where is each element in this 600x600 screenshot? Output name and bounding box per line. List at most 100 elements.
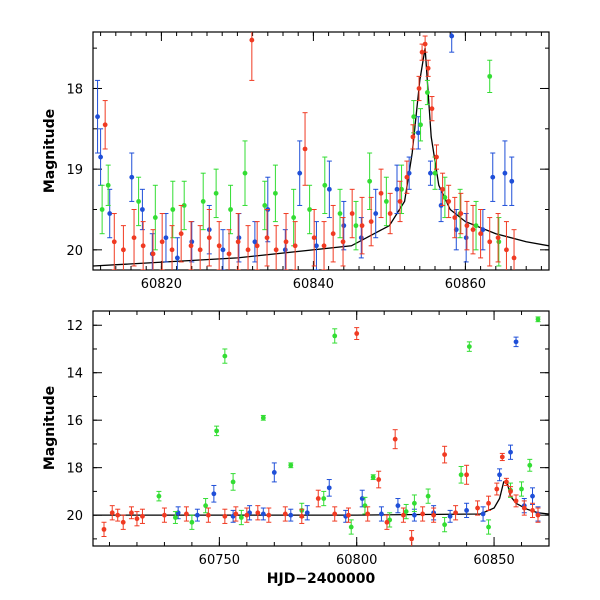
bottom-data-point: [431, 512, 437, 518]
top-data-point: [197, 247, 203, 253]
top-data-point: [432, 170, 438, 176]
top-data-point: [340, 239, 346, 245]
top-series-1: [99, 59, 502, 267]
top-data-point: [487, 239, 493, 245]
top-data-point: [140, 243, 146, 249]
top-y-axis-label: Magnitude: [42, 109, 58, 193]
bottom-data-point: [376, 477, 382, 482]
top-data-point: [337, 211, 343, 216]
bottom-data-point: [222, 353, 228, 359]
bottom-data-point: [384, 519, 390, 525]
top-data-point: [458, 211, 464, 216]
top-data-point: [449, 33, 455, 39]
top-data-point: [502, 170, 508, 176]
top-axis-ticks: 60820 60840 60860 18 19 20: [66, 32, 549, 292]
top-data-point: [206, 235, 212, 241]
bottom-data-point: [519, 486, 524, 492]
bottom-data-point: [464, 507, 469, 513]
bottom-data-point: [230, 479, 236, 485]
top-data-point: [406, 170, 412, 176]
bottom-data-point: [315, 496, 321, 501]
bottom-data-point: [411, 500, 417, 506]
top-data-point: [378, 190, 384, 196]
top-data-point: [102, 122, 108, 128]
bottom-data-point: [332, 511, 338, 517]
bottom-data-point: [466, 344, 472, 350]
top-data-point: [326, 186, 332, 192]
top-data-points: [95, 32, 517, 270]
bottom-data-point: [194, 512, 200, 518]
top-data-point: [181, 203, 187, 208]
bottom-data-point: [205, 512, 211, 518]
top-data-point: [292, 243, 298, 249]
top-data-point: [311, 235, 317, 241]
top-data-point: [252, 239, 258, 245]
bottom-data-point: [379, 511, 384, 517]
top-data-point: [418, 122, 423, 128]
top-x-tick-label: 60840: [293, 277, 334, 292]
bottom-data-point: [266, 512, 272, 518]
bottom-series-0: [175, 336, 541, 523]
bottom-data-point: [260, 415, 266, 421]
top-data-point: [330, 231, 336, 237]
bottom-data-point: [447, 513, 453, 519]
bottom-model-line: [93, 481, 549, 516]
top-data-point: [321, 243, 327, 249]
bottom-series-2: [101, 327, 541, 546]
top-data-point: [404, 174, 410, 180]
bottom-data-point: [129, 510, 134, 516]
top-data-point: [387, 211, 393, 216]
bottom-data-point: [214, 428, 220, 434]
top-data-point: [442, 194, 448, 200]
top-data-point: [415, 130, 421, 136]
bottom-data-point: [346, 512, 351, 518]
bottom-data-point: [527, 462, 533, 468]
top-data-point: [349, 211, 355, 216]
bottom-data-point: [530, 507, 535, 513]
top-data-point: [189, 239, 195, 245]
bottom-data-point: [189, 519, 195, 525]
bottom-data-point: [535, 512, 541, 518]
bottom-y-axis-label: Magnitude: [42, 386, 58, 470]
top-data-point: [140, 207, 145, 212]
bottom-data-point: [464, 472, 469, 478]
top-data-point: [314, 243, 319, 249]
top-data-point: [169, 247, 175, 253]
top-data-point: [297, 170, 303, 176]
bottom-data-point: [486, 524, 491, 530]
top-data-point: [249, 37, 255, 43]
top-data-point: [307, 207, 312, 212]
top-data-point: [428, 170, 433, 176]
bottom-data-point: [238, 515, 244, 520]
bottom-data-point: [497, 472, 502, 478]
top-data-point: [99, 207, 105, 212]
top-data-point: [273, 190, 278, 196]
top-data-point: [490, 174, 496, 180]
top-plot-frame: [92, 31, 550, 271]
bottom-y-tick-label: 14: [66, 367, 83, 382]
bottom-data-point: [395, 503, 401, 509]
bottom-data-point: [535, 316, 541, 322]
bottom-plot-frame: [92, 310, 550, 547]
top-data-point: [480, 227, 486, 233]
bottom-data-point: [321, 496, 327, 501]
top-data-point: [121, 247, 126, 253]
top-data-point: [163, 235, 169, 241]
bottom-data-point: [420, 511, 426, 517]
top-data-point: [174, 255, 180, 261]
bottom-y-tick-label: 20: [66, 509, 83, 524]
top-data-point: [504, 247, 509, 253]
bottom-x-axis-label: HJD−2400000: [267, 571, 376, 587]
top-data-point: [228, 207, 233, 212]
bottom-data-point: [244, 512, 250, 518]
top-data-point: [434, 154, 439, 160]
top-data-point: [235, 239, 241, 245]
bottom-y-tick-label: 18: [66, 462, 83, 477]
top-data-point: [152, 215, 158, 220]
bottom-data-point: [409, 536, 415, 542]
bottom-data-point: [271, 470, 277, 475]
top-data-point: [200, 199, 206, 204]
bottom-y-tick-label: 12: [66, 319, 83, 334]
bottom-data-point: [401, 512, 406, 518]
